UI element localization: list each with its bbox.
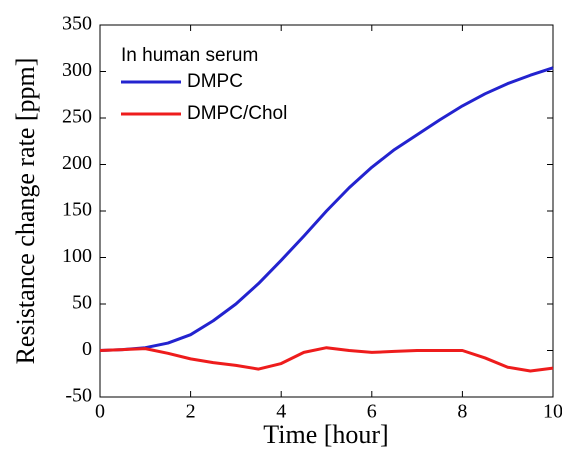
x-tick-label: 2 bbox=[186, 401, 196, 423]
x-axis-label: Time [hour] bbox=[263, 420, 388, 449]
x-tick-label: 0 bbox=[95, 401, 105, 423]
data-line bbox=[99, 346, 554, 373]
y-tick-label: 200 bbox=[62, 152, 92, 174]
legend-label: DMPC bbox=[187, 71, 243, 92]
y-tick-label: -50 bbox=[65, 385, 92, 407]
y-tick-label: 150 bbox=[62, 199, 92, 221]
y-tick-label: 50 bbox=[72, 292, 92, 314]
legend-title: In human serum bbox=[121, 45, 258, 66]
x-tick-label: 10 bbox=[543, 401, 562, 423]
y-tick-label: 350 bbox=[62, 13, 92, 35]
x-tick-label: 8 bbox=[457, 401, 467, 423]
y-tick-label: 300 bbox=[62, 59, 92, 81]
x-tick-label: 6 bbox=[367, 401, 377, 423]
x-tick-label: 4 bbox=[276, 401, 286, 423]
data-line bbox=[99, 66, 554, 352]
legend-label: DMPC/Chol bbox=[187, 103, 287, 124]
y-axis-label: Resistance change rate [ppm] bbox=[11, 58, 40, 365]
y-tick-label: 100 bbox=[62, 245, 92, 267]
y-tick-label: 0 bbox=[82, 338, 92, 360]
y-tick-label: 250 bbox=[62, 106, 92, 128]
